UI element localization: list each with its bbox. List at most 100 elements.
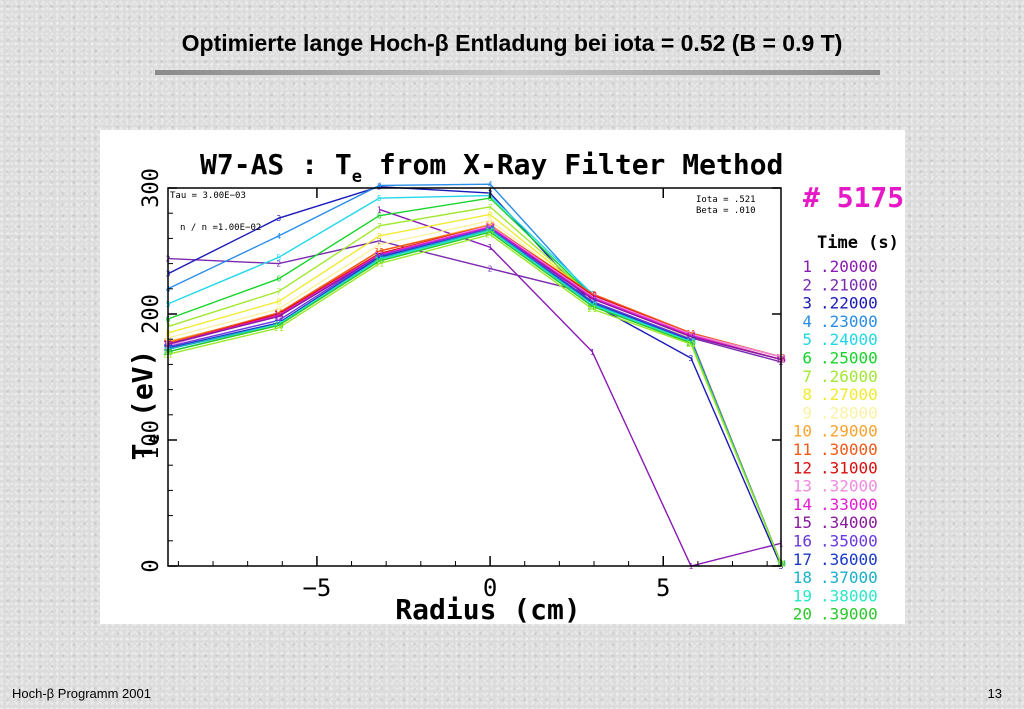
shot-number: # 51755 [803,181,905,214]
series-13-point-4: 13 [485,222,495,231]
series-5-point-2: 5 [276,253,281,262]
legend-time-2: .21000 [820,275,878,294]
legend-index-11: 11 [793,440,812,459]
series-4-point-3: 4 [377,181,382,190]
series-2-point-2: 2 [276,260,281,269]
series-8-point-3: 8 [377,232,382,241]
legend-index-3: 3 [802,294,812,313]
series-line-5 [167,194,782,564]
series-line-21 [167,233,782,564]
series-3-point-2: 3 [276,214,281,223]
x-tick-label-0: 0 [483,574,497,602]
series-17-point-6: 17 [686,336,696,345]
legend-index-19: 19 [793,586,812,605]
series-19-point-6: 19 [686,338,696,347]
series-line-17 [167,228,782,564]
series-21-point-4: 21 [485,231,495,240]
y-tick-label-200: 200 [139,294,164,334]
legend-time-9: .28000 [820,403,878,422]
series-17-point-3: 17 [374,253,384,262]
legend-index-6: 6 [802,349,812,368]
series-12-point-3: 12 [374,250,384,259]
series-9-point-2: 9 [276,305,281,314]
series-19-point-4: 19 [485,227,495,236]
legend-index-7: 7 [802,367,812,386]
legend-index-2: 2 [802,275,812,294]
legend-time-18: .37000 [820,568,878,587]
series-15-point-5: 15 [587,295,597,304]
chart-title-sub: e [352,167,362,187]
te-profile-chart: 1111122222223333333444444455555556666666… [126,148,905,624]
legend-time-14: .33000 [820,495,878,514]
legend-index-13: 13 [793,477,812,496]
y-tick-label-100: 100 [139,420,164,460]
legend-time-4: .23000 [820,312,878,331]
series-16-point-4: 16 [485,224,495,233]
y-axis-label-rest: (eV) [126,350,159,434]
series-21-point-6: 21 [686,340,696,349]
tau-annotation: Tau = 3.00E−03 [170,191,246,201]
series-layer: 1111122222223333333444444455555556666666… [163,180,786,571]
series-21-point-3: 21 [374,260,384,269]
legend-time-12: .31000 [820,458,878,477]
legend-time-19: .38000 [820,586,878,605]
series-6-point-4: 6 [488,194,493,203]
series-2-point-4: 2 [488,265,493,274]
beta-annotation: Beta = .010 [696,206,756,216]
iota-annotation: Iota = .521 [696,195,756,205]
axes-layer: 0 100 200 300 −5 0 5 [139,168,782,602]
footer-left: Hoch-β Programm 2001 [12,686,151,701]
series-20-point-3: 20 [374,257,384,266]
slide-title: Optimierte lange Hoch-β Entladung bei io… [181,30,843,56]
series-9-point-3: 9 [377,241,382,250]
series-line-19 [167,230,782,564]
series-line-9 [167,220,782,564]
series-line-7 [167,206,782,564]
series-10-point-4: 10 [485,221,495,230]
legend-index-4: 4 [802,312,812,331]
legend-time-1: .20000 [820,257,878,276]
series-line-6 [167,197,782,564]
series-5-point-3: 5 [377,194,382,203]
series-4-point-4: 4 [488,180,493,189]
series-14-point-6: 14 [686,331,696,340]
legend-time-3: .22000 [820,294,878,313]
series-16-point-3: 16 [374,252,384,261]
series-16-point-2: 16 [274,316,284,325]
x-tick-label--5: −5 [302,574,331,602]
series-line-1 [379,208,782,567]
series-6-point-2: 6 [276,275,281,284]
legend-index-10: 10 [793,422,812,441]
y-tick-label-0: 0 [139,559,164,572]
series-line-18 [167,228,782,564]
series-16-point-6: 16 [686,335,696,344]
legend-time-15: .34000 [820,513,878,532]
legend-index-17: 17 [793,550,812,569]
series-9-point-6: 9 [689,334,694,343]
legend-index-1: 1 [802,257,812,276]
y-axis-label: Te (eV) [126,350,163,461]
chart-title-rest: from X-Ray Filter Method [362,148,783,181]
legend-time-13: .32000 [820,477,878,496]
series-1-point-1: 1 [377,205,382,214]
legend-index-8: 8 [802,385,812,404]
legend-index-16: 16 [793,532,812,551]
density-ratio-annotation: n / n =1.00E−02 [180,223,261,233]
chart-title-main: W7-AS : T [200,148,352,181]
legend-index-18: 18 [793,568,812,587]
legend-index-12: 12 [793,458,812,477]
series-19-point-3: 19 [374,256,384,265]
series-15-point-2: 15 [274,313,284,322]
series-13-point-6: 13 [686,330,696,339]
series-line-16 [167,227,782,564]
series-line-14 [167,226,782,361]
series-line-20 [167,231,782,564]
series-8-point-4: 8 [488,210,493,219]
legend-index-21: 21 [793,623,812,624]
chart-title: W7-AS : Te from X-Ray Filter Method [200,148,783,187]
legend-time-21: .40000 [820,623,878,624]
plot-panel: 1111122222223333333444444455555556666666… [100,130,905,624]
legend-time-7: .26000 [820,367,878,386]
series-20-point-4: 20 [485,228,495,237]
series-line-8 [167,213,782,564]
